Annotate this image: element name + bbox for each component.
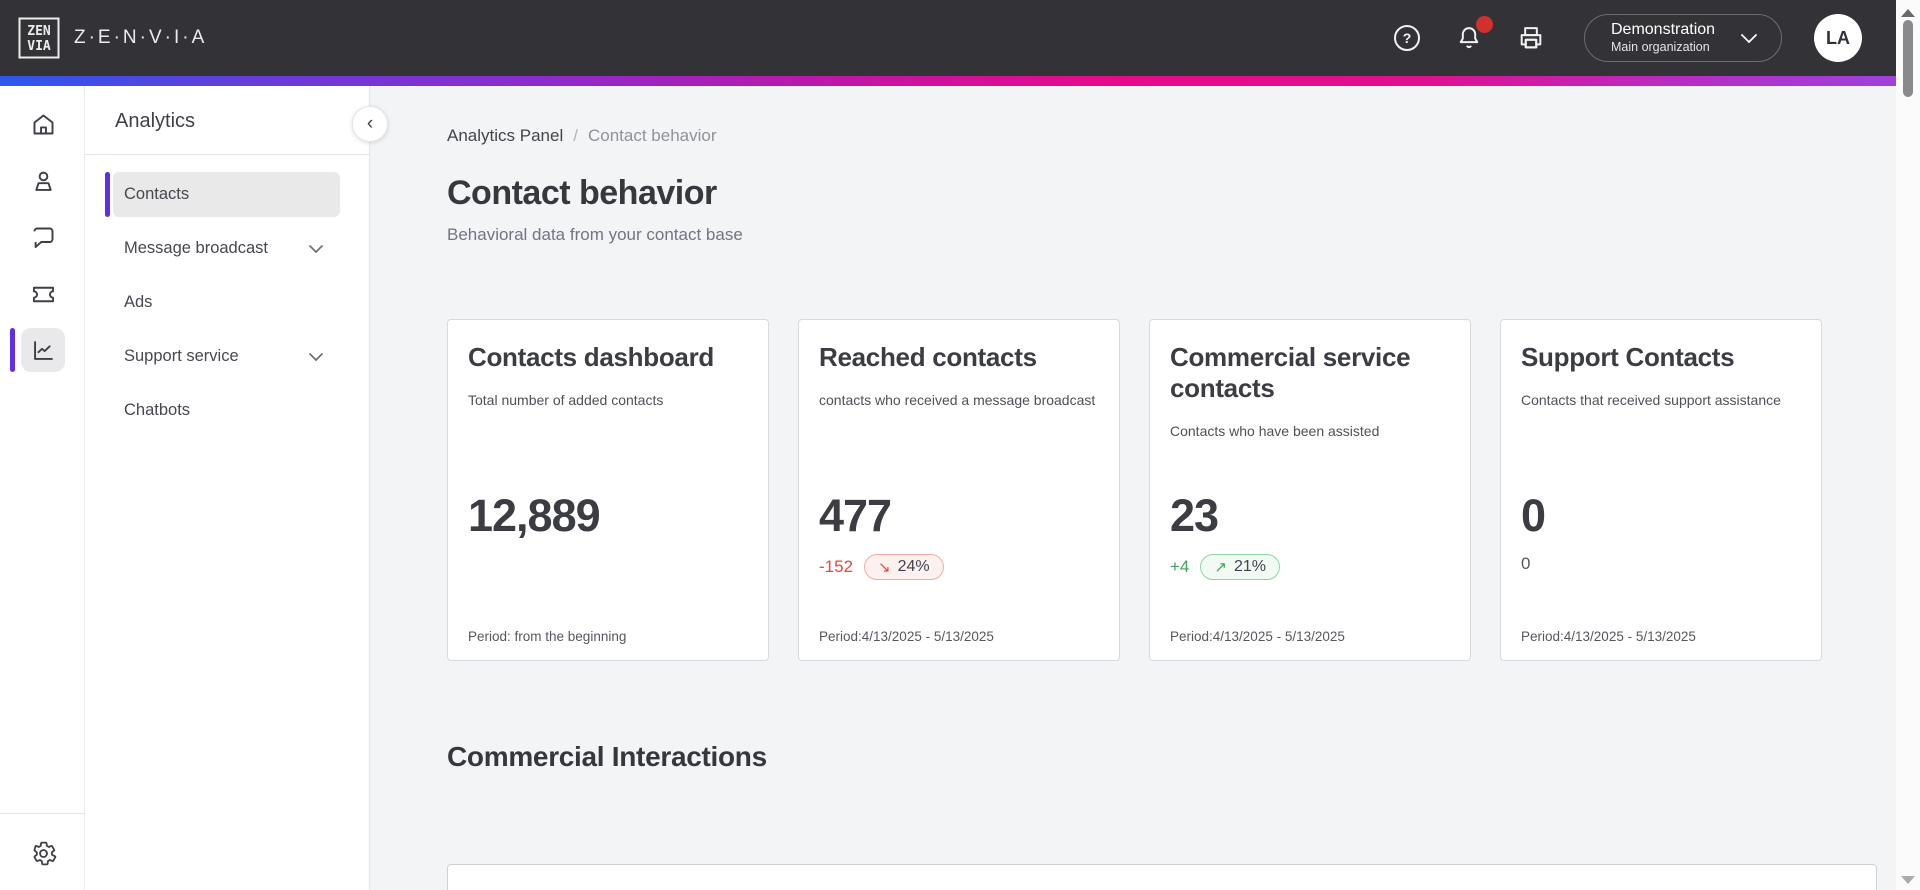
scrollbar-down-arrow[interactable]	[1901, 876, 1915, 884]
rail-item-home[interactable]	[21, 102, 65, 146]
printer-icon[interactable]	[1516, 23, 1546, 53]
sidebar-item-label: Support service	[124, 347, 239, 365]
brand-gradient-strip	[0, 76, 1920, 86]
card-contacts-dashboard: Contacts dashboard Total number of added…	[447, 319, 769, 661]
card-period: Period:4/13/2025 - 5/13/2025	[1170, 629, 1345, 644]
sidebar-item-label: Chatbots	[124, 401, 191, 419]
notification-badge	[1476, 16, 1493, 33]
section-title-commercial-interactions: Commercial Interactions	[447, 741, 767, 772]
trend-down-arrow-icon: ↘	[878, 559, 891, 576]
chat-bubble-icon	[33, 227, 53, 248]
trend-badge-down: ↘ 24%	[864, 554, 944, 580]
sidebar-collapse-button[interactable]: ‹	[352, 106, 388, 142]
brand-area: ZEN VIA Z·E·N·V·I·A	[18, 17, 207, 59]
organization-sub-label: Main organization	[1611, 40, 1710, 55]
trend-percentage: 24%	[897, 558, 930, 575]
card-support-contacts: Support Contacts Contacts that received …	[1500, 319, 1822, 661]
card-title: Reached contacts	[819, 342, 1037, 372]
card-description: Contacts that received support assistanc…	[1521, 392, 1781, 408]
card-reached-contacts: Reached contacts contacts who received a…	[798, 319, 1120, 661]
home-icon	[33, 114, 53, 134]
rail-item-contacts[interactable]	[21, 159, 65, 203]
person-icon	[34, 171, 52, 191]
sidebar-item-message-broadcast[interactable]: Message broadcast	[113, 226, 340, 271]
settings-gear-icon	[33, 841, 56, 865]
trend-up-arrow-icon: ↗	[1214, 559, 1227, 576]
sidebar-item-label: Ads	[124, 293, 153, 311]
delta-value: 0	[1521, 554, 1531, 573]
analytics-chart-icon	[33, 340, 53, 360]
breadcrumb-parent-link[interactable]: Analytics Panel	[447, 126, 564, 145]
card-description: Contacts who have been assisted	[1170, 423, 1380, 439]
breadcrumb-separator: /	[573, 126, 578, 145]
top-app-bar: ZEN VIA Z·E·N·V·I·A ?	[0, 0, 1920, 76]
sidebar-divider	[85, 154, 369, 155]
sidebar-item-label: Message broadcast	[124, 239, 268, 257]
card-commercial-service-contacts: Commercial service contacts Contacts who…	[1149, 319, 1471, 661]
organization-name: Demonstration	[1611, 21, 1716, 39]
delta-value: -152	[819, 557, 854, 576]
logo-glyph-top: ZEN	[27, 24, 51, 39]
breadcrumb: Analytics Panel / Contact behavior	[447, 126, 1896, 146]
card-value: 0	[1521, 490, 1546, 541]
card-value: 477	[819, 490, 892, 541]
active-rail-indicator	[10, 328, 15, 372]
card-delta-row: -152 ↘ 24%	[819, 554, 944, 580]
zenvia-logo-icon: ZEN VIA	[18, 17, 60, 59]
sidebar-item-label: Contacts	[124, 185, 190, 203]
stat-cards-row: Contacts dashboard Total number of added…	[447, 319, 1896, 661]
rail-item-settings[interactable]	[21, 831, 65, 875]
trend-badge-up: ↗ 21%	[1200, 554, 1280, 580]
card-title: Contacts dashboard	[468, 342, 714, 372]
logo-glyph-bottom: VIA	[27, 39, 51, 54]
card-value: 23	[1170, 490, 1219, 541]
card-description: contacts who received a message broadcas…	[819, 392, 1096, 408]
help-glyph: ?	[1403, 30, 1412, 46]
primary-nav-rail	[0, 86, 85, 890]
user-avatar[interactable]: LA	[1814, 14, 1862, 62]
card-delta-row: +4 ↗ 21%	[1170, 554, 1280, 580]
sidebar-item-chatbots[interactable]: Chatbots	[113, 388, 340, 433]
card-delta-row: 0	[1521, 554, 1530, 574]
card-title: Commercial service contacts	[1170, 342, 1411, 403]
card-value: 12,889	[468, 490, 601, 541]
sidebar-item-support-service[interactable]: Support service	[113, 334, 340, 379]
page-title: Contact behavior	[447, 174, 717, 212]
rail-item-conversations[interactable]	[21, 215, 65, 259]
rail-item-tickets[interactable]	[21, 272, 65, 316]
help-icon[interactable]: ?	[1392, 23, 1422, 53]
card-period: Period:4/13/2025 - 5/13/2025	[819, 629, 994, 644]
card-period: Period: from the beginning	[468, 629, 627, 644]
ticket-icon	[32, 286, 54, 302]
brand-wordmark: Z·E·N·V·I·A	[74, 27, 208, 48]
organization-labels: Demonstration Main organization	[1611, 20, 1715, 56]
card-description: Total number of added contacts	[468, 392, 664, 408]
chevron-down-icon	[306, 347, 326, 367]
commercial-interactions-card-partial	[447, 864, 1877, 890]
sidebar-title: Analytics	[115, 110, 196, 132]
rail-item-analytics-active[interactable]	[21, 328, 65, 372]
card-period: Period:4/13/2025 - 5/13/2025	[1521, 629, 1696, 644]
breadcrumb-current: Contact behavior	[587, 126, 717, 145]
chevron-down-icon	[306, 239, 326, 259]
trend-percentage: 21%	[1233, 558, 1266, 575]
main-content: Analytics Panel / Contact behavior Conta…	[370, 86, 1896, 890]
scrollbar-up-arrow[interactable]	[1901, 9, 1915, 17]
notifications-bell-icon[interactable]	[1454, 16, 1493, 53]
sidebar-item-ads[interactable]: Ads	[113, 280, 340, 325]
organization-switcher[interactable]: Demonstration Main organization	[1584, 14, 1782, 62]
scrollbar-thumb[interactable]	[1903, 20, 1913, 97]
page-scrollbar[interactable]	[1896, 0, 1920, 890]
sidebar-item-contacts[interactable]: Contacts	[105, 172, 340, 217]
chevron-down-icon	[1741, 34, 1757, 44]
page-subtitle: Behavioral data from your contact base	[447, 225, 743, 244]
delta-value: +4	[1170, 557, 1190, 576]
sidebar-menu: Contacts Message broadcast Ads Support s…	[85, 172, 369, 433]
header-actions: ? Demonstration Main organization	[1392, 14, 1862, 62]
rail-divider	[0, 813, 85, 814]
analytics-sidebar: Analytics Contacts Message broadcast Ads…	[85, 86, 370, 890]
card-title: Support Contacts	[1521, 342, 1735, 372]
